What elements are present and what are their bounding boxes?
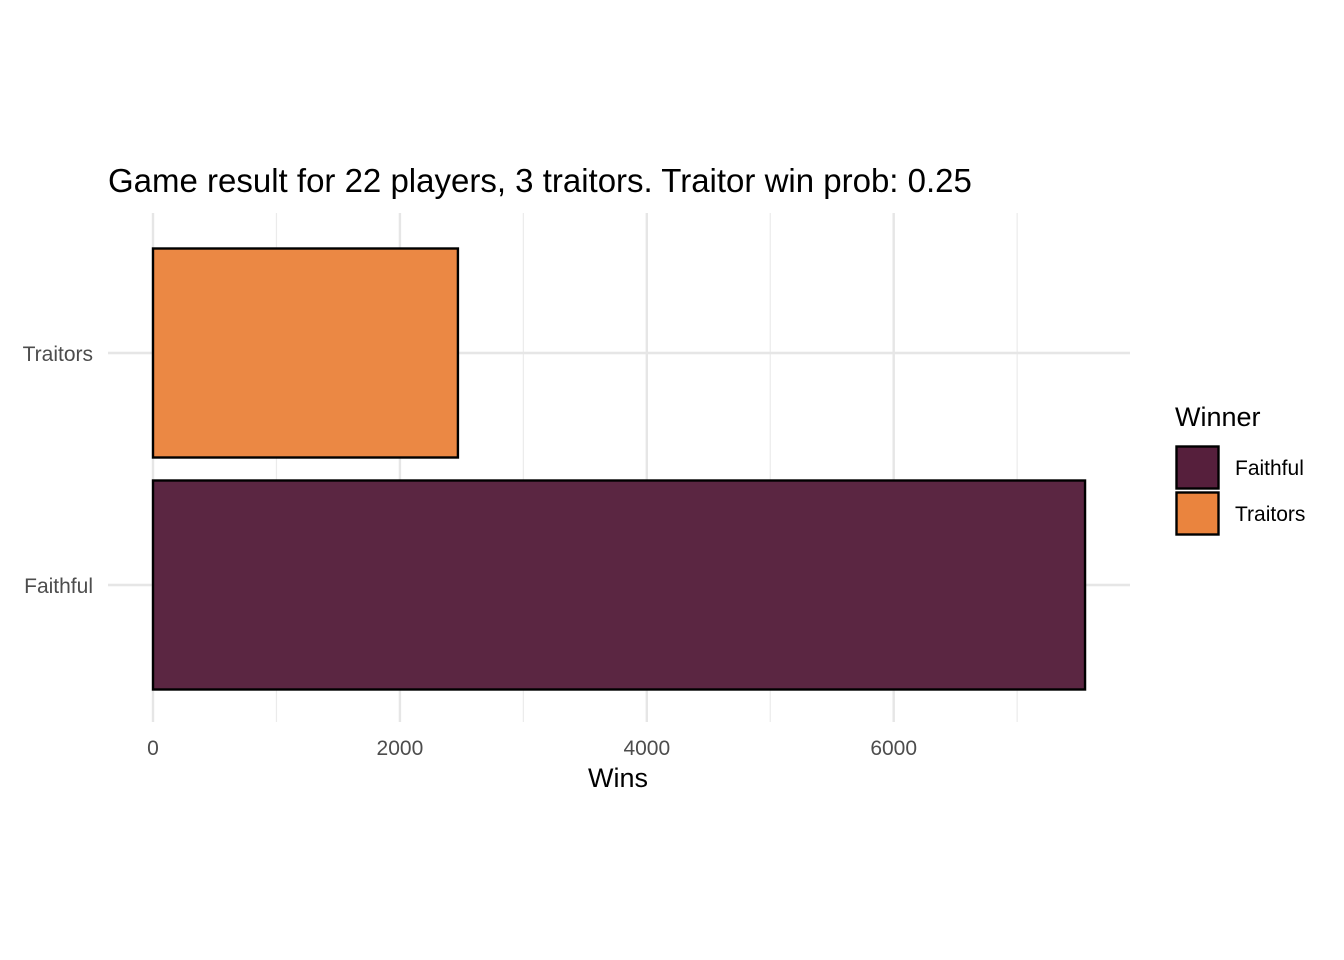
y-tick-label: Traitors	[23, 343, 93, 366]
bar-faithful	[151, 479, 1087, 691]
x-axis-title: Wins	[588, 763, 648, 793]
y-tick-label: Faithful	[24, 575, 93, 598]
legend-swatch-traitors	[1175, 491, 1220, 536]
legend: Winner Faithful Traitors	[1175, 402, 1305, 536]
x-tick-label: 0	[147, 737, 159, 760]
bar-traitors	[151, 247, 460, 459]
legend-label-traitors: Traitors	[1235, 503, 1305, 526]
bars	[151, 247, 1087, 691]
x-tick-label: 4000	[623, 737, 670, 760]
x-axis-ticks: 0 2000 4000 6000	[147, 737, 917, 760]
x-tick-label: 6000	[870, 737, 917, 760]
legend-title: Winner	[1175, 402, 1261, 432]
y-axis-ticks: Faithful Traitors	[23, 343, 93, 598]
legend-swatch-faithful	[1175, 445, 1220, 490]
chart-title: Game result for 22 players, 3 traitors. …	[108, 162, 972, 199]
legend-label-faithful: Faithful	[1235, 457, 1304, 480]
x-tick-label: 2000	[377, 737, 424, 760]
